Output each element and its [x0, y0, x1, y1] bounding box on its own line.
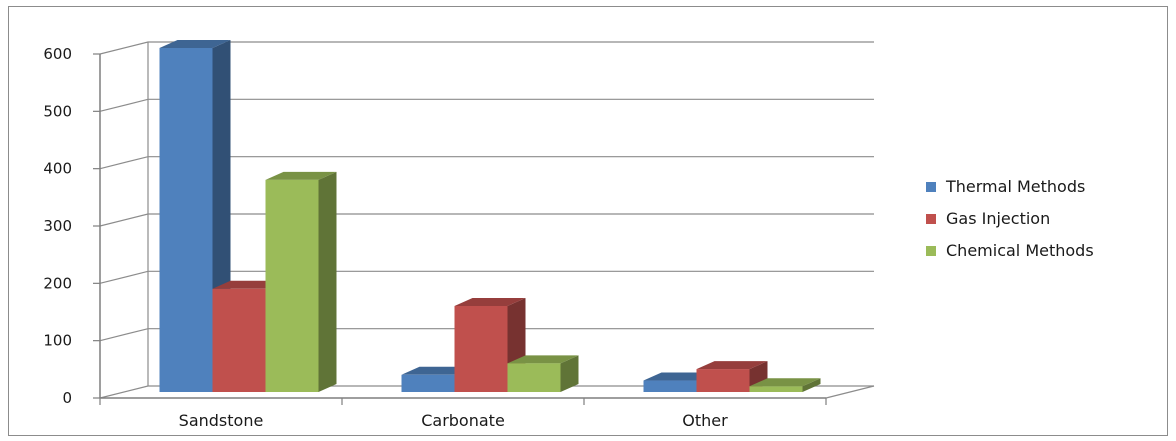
legend-label: Gas Injection [946, 209, 1050, 228]
legend-item-gas-injection: Gas Injection [926, 209, 1050, 228]
legend-label: Thermal Methods [945, 177, 1085, 196]
y-tick-label-600: 600 [43, 45, 72, 63]
legend-label: Chemical Methods [946, 241, 1094, 260]
floor-right-edge [825, 385, 875, 399]
y-tick-label-200: 200 [43, 274, 72, 292]
category-label-other: Other [682, 411, 728, 430]
bars [159, 40, 821, 392]
y-tick-label-0: 0 [62, 389, 72, 407]
legend-swatch [926, 246, 936, 256]
bar-other-chemical-methods [749, 378, 821, 392]
legend-swatch [926, 214, 936, 224]
y-tick-labels: 0 100 200 300 400 500 600 [43, 45, 72, 407]
category-labels: Sandstone Carbonate Other [179, 411, 728, 430]
bar-carbonate-chemical-methods [507, 355, 579, 392]
legend: Thermal Methods Gas Injection Chemical Met… [926, 177, 1094, 260]
y-tick-label-500: 500 [43, 102, 72, 120]
legend-swatch [926, 182, 936, 192]
category-label-sandstone: Sandstone [179, 411, 264, 430]
y-tick-label-400: 400 [43, 160, 72, 178]
category-label-carbonate: Carbonate [421, 411, 505, 430]
axes [93, 42, 875, 405]
legend-item-thermal-methods: Thermal Methods [926, 177, 1085, 196]
bar-sandstone-chemical-methods [265, 171, 337, 392]
y-tick-label-300: 300 [43, 217, 72, 235]
legend-item-chemical-methods: Chemical Methods [926, 241, 1094, 260]
y-tick-label-100: 100 [43, 332, 72, 350]
